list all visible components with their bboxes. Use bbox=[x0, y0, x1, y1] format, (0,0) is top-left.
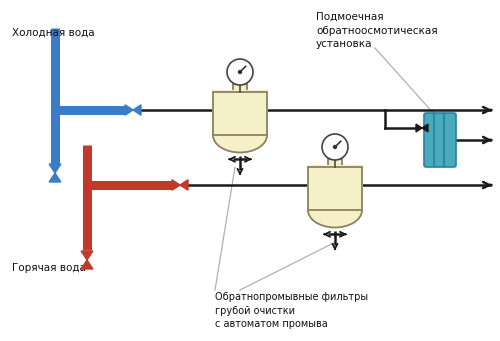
Polygon shape bbox=[416, 124, 422, 132]
Polygon shape bbox=[422, 124, 428, 132]
Bar bbox=[213, 92, 267, 135]
Polygon shape bbox=[172, 180, 180, 190]
Ellipse shape bbox=[308, 193, 362, 227]
Text: Обратнопромывные фильтры
грубой очистки
с автоматом промыва: Обратнопромывные фильтры грубой очистки … bbox=[215, 292, 368, 329]
Bar bbox=[307, 165, 363, 210]
FancyBboxPatch shape bbox=[424, 113, 436, 167]
Text: Подмоечная
обратноосмотическая
установка: Подмоечная обратноосмотическая установка bbox=[316, 12, 438, 49]
Text: Горячая вода: Горячая вода bbox=[12, 263, 86, 273]
Text: Холодная вода: Холодная вода bbox=[12, 28, 94, 38]
Polygon shape bbox=[125, 105, 133, 115]
Polygon shape bbox=[81, 260, 93, 269]
FancyBboxPatch shape bbox=[444, 113, 456, 167]
Bar bbox=[328, 159, 342, 169]
Polygon shape bbox=[49, 164, 61, 173]
Bar bbox=[233, 84, 247, 94]
Bar bbox=[308, 167, 362, 210]
FancyBboxPatch shape bbox=[434, 113, 446, 167]
Circle shape bbox=[227, 59, 253, 85]
Circle shape bbox=[238, 71, 242, 74]
Polygon shape bbox=[180, 180, 188, 190]
Circle shape bbox=[322, 134, 348, 160]
Bar bbox=[212, 90, 268, 135]
Bar bbox=[213, 92, 267, 135]
Polygon shape bbox=[81, 251, 93, 260]
Polygon shape bbox=[49, 173, 61, 182]
Ellipse shape bbox=[213, 118, 267, 152]
Polygon shape bbox=[133, 105, 141, 115]
Circle shape bbox=[334, 146, 336, 148]
Bar bbox=[308, 167, 362, 210]
